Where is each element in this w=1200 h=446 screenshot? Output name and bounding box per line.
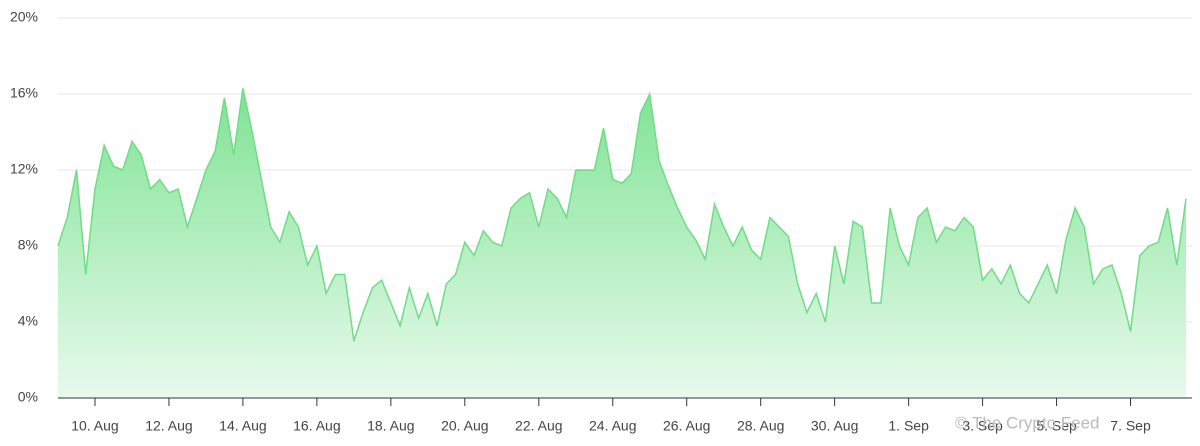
x-tick-label: 16. Aug (293, 418, 341, 434)
x-tick-label: 10. Aug (71, 418, 119, 434)
y-tick-label: 0% (18, 389, 38, 405)
area (58, 88, 1186, 399)
x-tick-label: 3. Sep (962, 418, 1003, 434)
x-tick-label: 24. Aug (589, 418, 637, 434)
x-tick-label: 22. Aug (515, 418, 563, 434)
x-tick-label: 28. Aug (737, 418, 785, 434)
y-tick-label: 4% (18, 313, 38, 329)
x-tick-label: 14. Aug (219, 418, 267, 434)
y-tick-label: 8% (18, 237, 38, 253)
x-tick-label: 12. Aug (145, 418, 193, 434)
y-tick-label: 12% (10, 161, 38, 177)
x-tick-label: 20. Aug (441, 418, 489, 434)
x-tick-label: 30. Aug (811, 418, 859, 434)
x-tick-label: 18. Aug (367, 418, 415, 434)
watermark: © The Crypto Feed (955, 413, 1100, 432)
y-tick-label: 16% (10, 85, 38, 101)
x-tick-label: 1. Sep (888, 418, 929, 434)
x-tick-label: 26. Aug (663, 418, 711, 434)
x-tick-label: 5. Sep (1036, 418, 1077, 434)
y-tick-label: 20% (10, 9, 38, 25)
line (57, 88, 1187, 342)
x-tick-label: 7. Sep (1110, 418, 1151, 434)
